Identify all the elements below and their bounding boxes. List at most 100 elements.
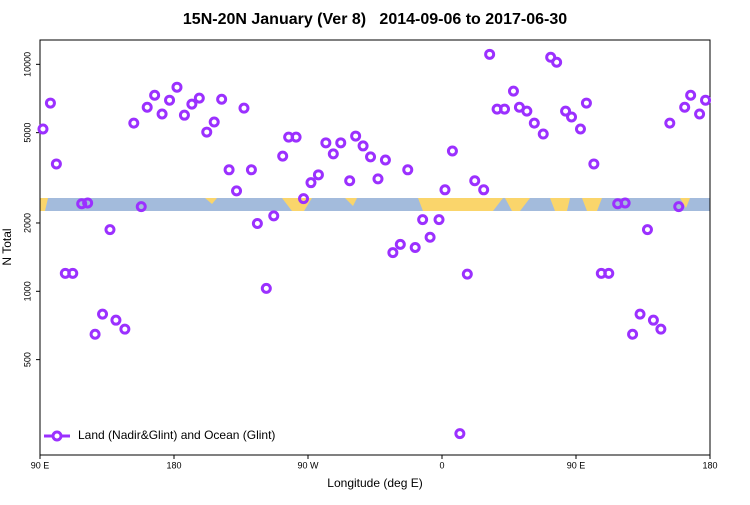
land-patches — [40, 198, 690, 211]
data-point — [67, 267, 79, 279]
data-point — [673, 201, 685, 213]
data-point — [344, 175, 356, 187]
data-point — [82, 197, 94, 209]
data-point — [588, 158, 600, 170]
data-point — [394, 238, 406, 250]
legend-marker — [51, 430, 63, 442]
data-point — [507, 85, 519, 97]
data-point — [260, 282, 272, 294]
data-point — [700, 94, 712, 106]
data-point — [135, 201, 147, 213]
data-point — [528, 117, 540, 129]
x-tick-label: 180 — [166, 460, 181, 470]
y-tick-label: 2000 — [22, 213, 32, 233]
chart-title: 15N-20N January (Ver 8) 2014-09-06 to 20… — [183, 11, 567, 28]
data-point — [484, 48, 496, 60]
legend-label: Land (Nadir&Glint) and Ocean (Glint) — [78, 428, 275, 442]
data-point — [350, 130, 362, 142]
data-point — [312, 169, 324, 181]
data-point — [679, 101, 691, 113]
data-point — [223, 164, 235, 176]
data-point — [409, 241, 421, 253]
data-point — [238, 102, 250, 114]
x-tick-label: 90 E — [567, 460, 586, 470]
data-point — [251, 217, 263, 229]
data-point — [171, 81, 183, 93]
data-point — [186, 98, 198, 110]
y-tick-label: 10000 — [22, 52, 32, 77]
x-axis-label: Longitude (deg E) — [327, 476, 422, 490]
x-tick-label: 0 — [439, 460, 444, 470]
data-point — [298, 193, 310, 205]
data-point — [580, 97, 592, 109]
data-point — [76, 198, 88, 210]
data-point — [664, 117, 676, 129]
data-point — [634, 308, 646, 320]
data-point — [201, 126, 213, 138]
data-point — [647, 314, 659, 326]
plot-frame — [39, 39, 711, 456]
data-point — [37, 123, 49, 135]
data-point — [97, 308, 109, 320]
data-point — [446, 145, 458, 157]
data-point — [454, 428, 466, 440]
data-point — [641, 224, 653, 236]
data-point — [685, 89, 697, 101]
data-point — [277, 150, 289, 162]
data-point — [193, 92, 205, 104]
y-tick-label: 5000 — [22, 123, 32, 143]
map-strip — [40, 198, 710, 211]
data-point — [365, 151, 377, 163]
x-tick-label: 90 E — [31, 460, 50, 470]
y-tick-label: 500 — [22, 352, 32, 367]
data-point — [619, 197, 631, 209]
data-point — [655, 323, 667, 335]
data-point — [379, 154, 391, 166]
data-point — [305, 177, 317, 189]
data-point — [335, 137, 347, 149]
data-point — [327, 148, 339, 160]
ocean-band — [40, 198, 710, 211]
data-point — [574, 123, 586, 135]
y-tick-label: 1000 — [22, 281, 32, 301]
data-point — [50, 158, 62, 170]
data-point — [560, 105, 572, 117]
data-point — [627, 328, 639, 340]
data-point — [537, 128, 549, 140]
data-point — [478, 184, 490, 196]
data-point — [268, 210, 280, 222]
data-point — [89, 328, 101, 340]
data-point — [149, 89, 161, 101]
data-point — [387, 247, 399, 259]
data-point — [433, 214, 445, 226]
data-point — [424, 231, 436, 243]
data-point — [44, 97, 56, 109]
data-point — [469, 175, 481, 187]
data-point — [208, 116, 220, 128]
data-point — [372, 173, 384, 185]
data-point — [439, 184, 451, 196]
data-point — [603, 267, 615, 279]
y-axis-label: N Total — [0, 228, 14, 265]
data-point — [499, 103, 511, 115]
data-point — [141, 101, 153, 113]
data-point — [231, 185, 243, 197]
data-point — [566, 111, 578, 123]
data-point — [245, 164, 257, 176]
data-point — [156, 108, 168, 120]
data-point — [290, 131, 302, 143]
data-point — [694, 108, 706, 120]
data-point — [119, 323, 131, 335]
data-point — [216, 93, 228, 105]
data-point — [521, 105, 533, 117]
data-point — [128, 117, 140, 129]
data-point — [551, 56, 563, 68]
data-point — [320, 137, 332, 149]
x-tick-label: 180 — [702, 460, 717, 470]
x-tick-label: 90 W — [297, 460, 319, 470]
data-point — [461, 268, 473, 280]
data-point — [417, 214, 429, 226]
data-point — [402, 164, 414, 176]
